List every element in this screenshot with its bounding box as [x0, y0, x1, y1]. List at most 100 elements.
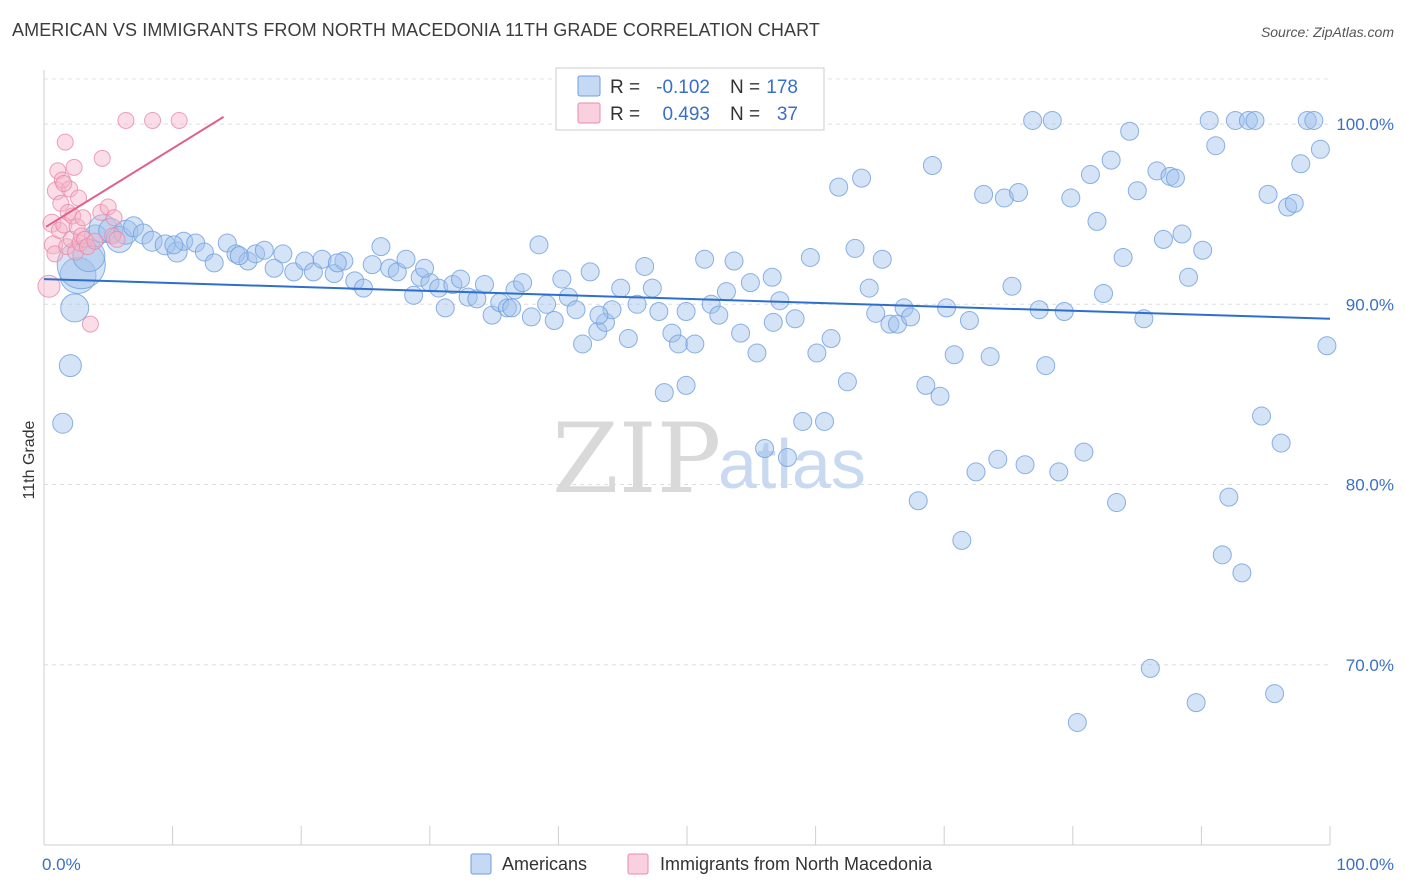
- y-tick-label-1: 90.0%: [1346, 295, 1394, 314]
- data-point: [589, 305, 609, 325]
- data-point: [662, 323, 682, 343]
- stats-box: R = -0.102 N = 178 R = 0.493 N = 37: [555, 67, 825, 131]
- stats-r-value-macedonia: 0.493: [662, 104, 710, 125]
- data-point: [204, 253, 224, 273]
- data-point: [1009, 183, 1028, 203]
- data-point: [1107, 493, 1127, 513]
- y-tick-labels: 100.0% 90.0% 80.0% 70.0%: [1336, 115, 1394, 675]
- data-point: [410, 267, 430, 287]
- data-point: [141, 230, 163, 252]
- data-point: [740, 273, 760, 293]
- data-point: [1165, 168, 1185, 188]
- data-point: [58, 354, 82, 378]
- data-point: [1193, 240, 1213, 260]
- data-point: [731, 323, 751, 343]
- x-tick-label-1: 100.0%: [1336, 855, 1394, 874]
- data-point: [170, 111, 188, 129]
- data-point: [37, 274, 61, 298]
- data-point: [852, 168, 872, 188]
- data-point: [1186, 693, 1206, 713]
- x-tick-labels: 0.0% 100.0%: [42, 855, 1394, 874]
- data-point: [1179, 267, 1199, 287]
- legend-swatch-americans[interactable]: [470, 853, 492, 875]
- data-point: [1127, 181, 1147, 201]
- data-point: [132, 223, 154, 245]
- legend-swatch-macedonia[interactable]: [627, 853, 649, 875]
- data-point: [1317, 336, 1337, 356]
- data-point: [1074, 442, 1094, 462]
- data-point: [880, 314, 900, 334]
- data-point: [724, 251, 744, 271]
- data-point: [1080, 165, 1100, 185]
- legend-label-macedonia[interactable]: Immigrants from North Macedonia: [660, 854, 933, 874]
- data-point: [1153, 229, 1173, 249]
- data-point: [108, 230, 126, 248]
- trend-lines: [43, 116, 1331, 320]
- legend-label-americans[interactable]: Americans: [502, 854, 587, 874]
- data-point: [649, 302, 669, 322]
- stats-n-label-americans: N =: [730, 77, 760, 98]
- data-point: [1278, 197, 1298, 217]
- data-point: [396, 249, 416, 269]
- legend[interactable]: Americans Immigrants from North Macedoni…: [470, 853, 933, 875]
- source-credit: Source: ZipAtlas.com: [1260, 24, 1394, 40]
- data-point: [105, 209, 123, 227]
- data-point: [952, 530, 972, 550]
- data-point: [451, 269, 471, 289]
- data-point: [944, 345, 964, 365]
- data-point: [1140, 658, 1160, 678]
- data-point: [1238, 110, 1258, 130]
- data-point: [642, 278, 662, 298]
- watermark-atlas: atlas: [718, 425, 866, 503]
- data-point: [86, 232, 104, 250]
- data-point: [1199, 110, 1219, 130]
- data-point: [327, 253, 347, 273]
- data-point: [595, 312, 615, 332]
- data-point: [1067, 712, 1087, 732]
- data-point: [521, 307, 541, 327]
- stats-r-value-americans: -0.102: [656, 77, 710, 98]
- data-point: [435, 298, 455, 318]
- data-point: [1087, 211, 1107, 231]
- watermark-zip: ZIP: [552, 403, 721, 515]
- data-point: [668, 334, 688, 354]
- data-point: [362, 255, 382, 275]
- data-point: [566, 300, 586, 320]
- data-point: [1265, 684, 1285, 704]
- data-point: [1291, 154, 1311, 174]
- data-point: [1304, 110, 1324, 130]
- data-point: [1049, 462, 1069, 482]
- data-point: [537, 294, 557, 314]
- data-point: [1172, 224, 1192, 244]
- data-point: [93, 149, 111, 167]
- data-point: [1036, 356, 1056, 376]
- data-point: [1225, 110, 1245, 130]
- data-point: [685, 334, 705, 354]
- data-point: [676, 302, 696, 322]
- data-point: [959, 311, 979, 331]
- data-point: [65, 158, 83, 176]
- data-point: [916, 375, 936, 395]
- data-point: [254, 240, 274, 260]
- data-point: [845, 238, 865, 258]
- data-point: [695, 249, 715, 269]
- data-point: [1297, 110, 1317, 130]
- data-point: [194, 242, 214, 262]
- data-point: [800, 247, 820, 267]
- data-point: [529, 235, 549, 255]
- data-point: [974, 184, 994, 204]
- data-point: [474, 274, 494, 294]
- data-point: [74, 209, 92, 227]
- data-point: [611, 278, 631, 298]
- watermark: ZIP atlas: [552, 403, 866, 515]
- data-point: [312, 249, 332, 269]
- data-point: [1245, 110, 1265, 130]
- data-point: [988, 449, 1008, 469]
- data-point: [1232, 563, 1252, 583]
- data-point: [908, 491, 928, 511]
- data-point: [837, 372, 857, 392]
- data-point: [762, 267, 782, 287]
- data-point: [859, 278, 879, 298]
- data-point: [755, 438, 775, 458]
